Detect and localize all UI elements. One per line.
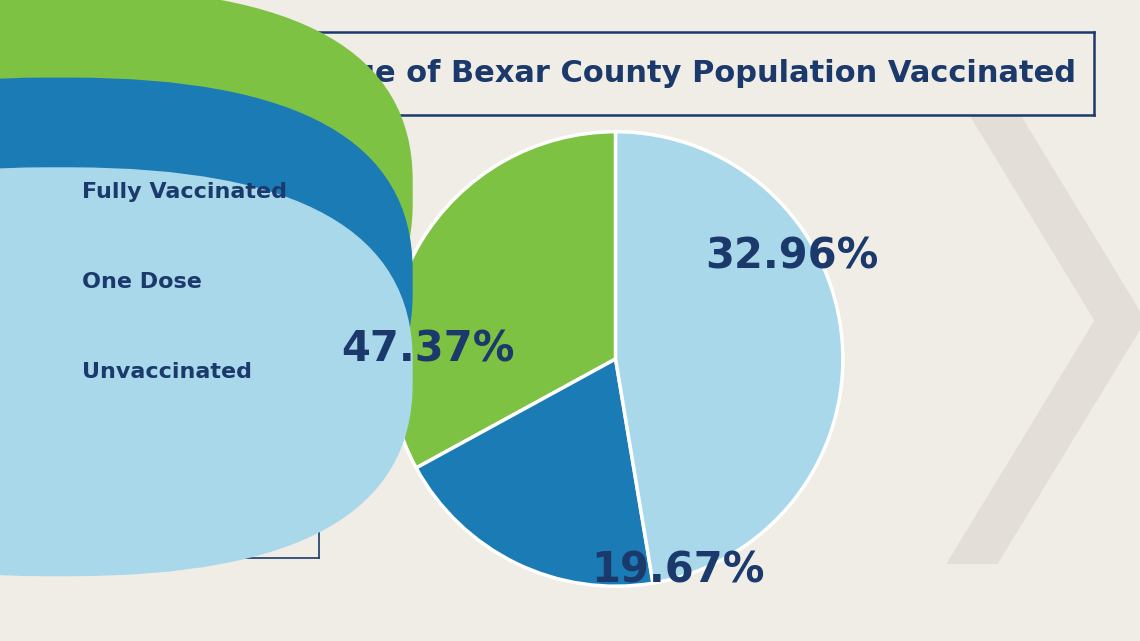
- Text: Source: Texas DSHS
as of 4/22/2021: Source: Texas DSHS as of 4/22/2021: [21, 45, 146, 76]
- Wedge shape: [416, 359, 653, 587]
- Text: Unvaccinated: Unvaccinated: [82, 362, 252, 382]
- Text: DSHS defines "population"
as residents who are 16
years of age and older: DSHS defines "population" as residents w…: [89, 472, 299, 528]
- Wedge shape: [616, 131, 842, 583]
- Text: 47.37%: 47.37%: [341, 328, 514, 370]
- Text: Fully Vaccinated: Fully Vaccinated: [82, 182, 287, 203]
- Text: One Dose: One Dose: [82, 272, 202, 292]
- Text: 32.96%: 32.96%: [706, 235, 879, 278]
- Text: Percentage of Bexar County Population Vaccinated: Percentage of Bexar County Population Va…: [201, 59, 1076, 88]
- Wedge shape: [389, 131, 616, 468]
- Text: 19.67%: 19.67%: [592, 549, 765, 592]
